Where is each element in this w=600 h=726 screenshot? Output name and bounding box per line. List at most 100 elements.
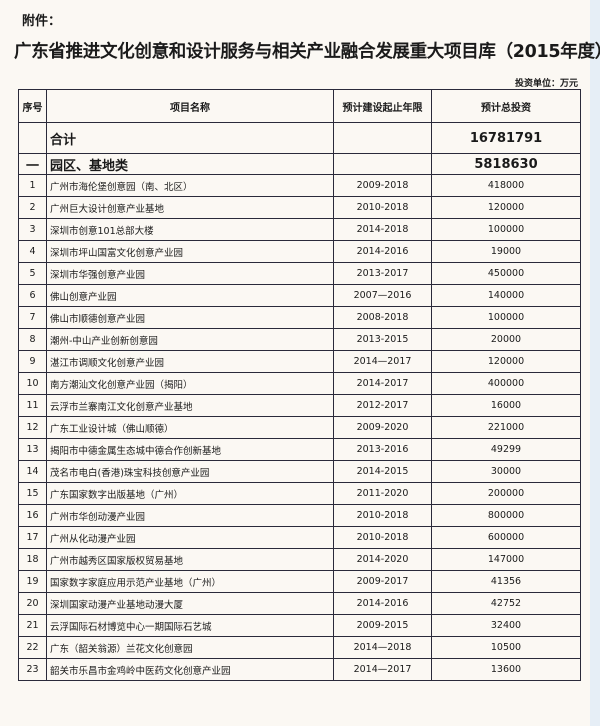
- row-amount: 120000: [431, 350, 581, 373]
- row-name: 潮州-中山产业创新创意园: [46, 328, 334, 351]
- row-years: 2014-2015: [333, 460, 432, 483]
- row-years: 2011-2020: [333, 482, 432, 505]
- row-years: 2014—2018: [333, 636, 432, 659]
- row-name: 广州市海伦堡创意园（南、北区）: [46, 174, 334, 197]
- row-name: 广州市越秀区国家版权贸易基地: [46, 548, 334, 571]
- row-amount: 32400: [431, 614, 581, 637]
- row-seq: 15: [18, 482, 47, 505]
- row-seq: 12: [18, 416, 47, 439]
- category-amount: 5818630: [431, 153, 581, 175]
- row-seq: 4: [18, 240, 47, 263]
- table-row: 9 湛江市调顺文化创意产业园 2014—2017 120000: [18, 350, 581, 373]
- row-amount: 41356: [431, 570, 581, 593]
- row-seq: 20: [18, 592, 47, 615]
- row-name: 广东国家数字出版基地（广州）: [46, 482, 334, 505]
- table-row: 20 深圳国家动漫产业基地动漫大厦 2014-2016 42752: [18, 592, 581, 615]
- category-seq: 一: [18, 153, 47, 175]
- row-years: 2008-2018: [333, 306, 432, 329]
- table-row: 23 韶关市乐昌市金鸡岭中医药文化创意产业园 2014—2017 13600: [18, 658, 581, 681]
- row-name: 湛江市调顺文化创意产业园: [46, 350, 334, 373]
- category-years: [333, 153, 432, 175]
- total-row: 合计 16781791: [18, 122, 581, 154]
- header-seq: 序号: [18, 89, 47, 123]
- row-seq: 5: [18, 262, 47, 285]
- row-name: 广州市华创动漫产业园: [46, 504, 334, 527]
- row-years: 2009-2020: [333, 416, 432, 439]
- unit-note: 投资单位：万元: [514, 79, 578, 89]
- table-row: 19 国家数字家庭应用示范产业基地（广州） 2009-2017 41356: [18, 570, 581, 593]
- row-name: 广东工业设计城（佛山顺德）: [46, 416, 334, 439]
- row-amount: 19000: [431, 240, 581, 263]
- row-seq: 7: [18, 306, 47, 329]
- row-seq: 16: [18, 504, 47, 527]
- table-header: 序号 项目名称 预计建设起止年限 预计总投资: [18, 89, 581, 123]
- row-years: 2009-2018: [333, 174, 432, 197]
- row-amount: 418000: [431, 174, 581, 197]
- row-years: 2010-2018: [333, 504, 432, 527]
- row-seq: 11: [18, 394, 47, 417]
- total-seq: [18, 122, 47, 154]
- table-row: 6 佛山创意产业园 2007—2016 140000: [18, 284, 581, 307]
- row-amount: 450000: [431, 262, 581, 285]
- row-years: 2014—2017: [333, 658, 432, 681]
- row-seq: 17: [18, 526, 47, 549]
- row-years: 2014-2020: [333, 548, 432, 571]
- row-name: 南方潮汕文化创意产业园（揭阳）: [46, 372, 334, 395]
- row-seq: 10: [18, 372, 47, 395]
- table-row: 4 深圳市坪山国富文化创意产业园 2014-2016 19000: [18, 240, 581, 263]
- row-amount: 16000: [431, 394, 581, 417]
- table-row: 7 佛山市顺德创意产业园 2008-2018 100000: [18, 306, 581, 329]
- row-years: 2009-2015: [333, 614, 432, 637]
- table-row: 11 云浮市兰寨南江文化创意产业基地 2012-2017 16000: [18, 394, 581, 417]
- table-row: 13 揭阳市中德金属生态城中德合作创新基地 2013-2016 49299: [18, 438, 581, 461]
- table-row: 12 广东工业设计城（佛山顺德） 2009-2020 221000: [18, 416, 581, 439]
- table-row: 22 广东（韶关翁源）兰花文化创意园 2014—2018 10500: [18, 636, 581, 659]
- row-name: 茂名市电白(香港)珠宝科技创意产业园: [46, 460, 334, 483]
- header-amount: 预计总投资: [431, 89, 581, 123]
- row-amount: 100000: [431, 306, 581, 329]
- row-seq: 1: [18, 174, 47, 197]
- row-amount: 200000: [431, 482, 581, 505]
- table-row: 5 深圳市华强创意产业园 2013-2017 450000: [18, 262, 581, 285]
- row-years: 2010-2018: [333, 196, 432, 219]
- row-amount: 140000: [431, 284, 581, 307]
- row-seq: 13: [18, 438, 47, 461]
- row-amount: 800000: [431, 504, 581, 527]
- row-amount: 600000: [431, 526, 581, 549]
- row-name: 云浮国际石材博览中心一期国际石艺城: [46, 614, 334, 637]
- table-row: 3 深圳市创意101总部大楼 2014-2018 100000: [18, 218, 581, 241]
- table-row: 15 广东国家数字出版基地（广州） 2011-2020 200000: [18, 482, 581, 505]
- total-label: 合计: [46, 122, 334, 154]
- row-years: 2014—2017: [333, 350, 432, 373]
- row-seq: 22: [18, 636, 47, 659]
- row-amount: 400000: [431, 372, 581, 395]
- scan-edge: [590, 0, 600, 726]
- table-row: 8 潮州-中山产业创新创意园 2013-2015 20000: [18, 328, 581, 351]
- row-name: 深圳市坪山国富文化创意产业园: [46, 240, 334, 263]
- row-seq: 2: [18, 196, 47, 219]
- table-row: 16 广州市华创动漫产业园 2010-2018 800000: [18, 504, 581, 527]
- table-row: 14 茂名市电白(香港)珠宝科技创意产业园 2014-2015 30000: [18, 460, 581, 483]
- row-amount: 13600: [431, 658, 581, 681]
- row-name: 揭阳市中德金属生态城中德合作创新基地: [46, 438, 334, 461]
- table-row: 10 南方潮汕文化创意产业园（揭阳） 2014-2017 400000: [18, 372, 581, 395]
- row-seq: 6: [18, 284, 47, 307]
- row-name: 云浮市兰寨南江文化创意产业基地: [46, 394, 334, 417]
- row-years: 2013-2017: [333, 262, 432, 285]
- row-seq: 23: [18, 658, 47, 681]
- row-name: 深圳国家动漫产业基地动漫大厦: [46, 592, 334, 615]
- row-amount: 42752: [431, 592, 581, 615]
- row-seq: 21: [18, 614, 47, 637]
- row-amount: 10500: [431, 636, 581, 659]
- row-years: 2012-2017: [333, 394, 432, 417]
- document-title: 广东省推进文化创意和设计服务与相关产业融合发展重大项目库（2015年度）: [14, 42, 600, 62]
- row-years: 2013-2016: [333, 438, 432, 461]
- row-seq: 9: [18, 350, 47, 373]
- row-name: 广州从化动漫产业园: [46, 526, 334, 549]
- row-name: 深圳市创意101总部大楼: [46, 218, 334, 241]
- row-years: 2014-2016: [333, 592, 432, 615]
- row-amount: 20000: [431, 328, 581, 351]
- row-amount: 147000: [431, 548, 581, 571]
- row-seq: 14: [18, 460, 47, 483]
- row-amount: 100000: [431, 218, 581, 241]
